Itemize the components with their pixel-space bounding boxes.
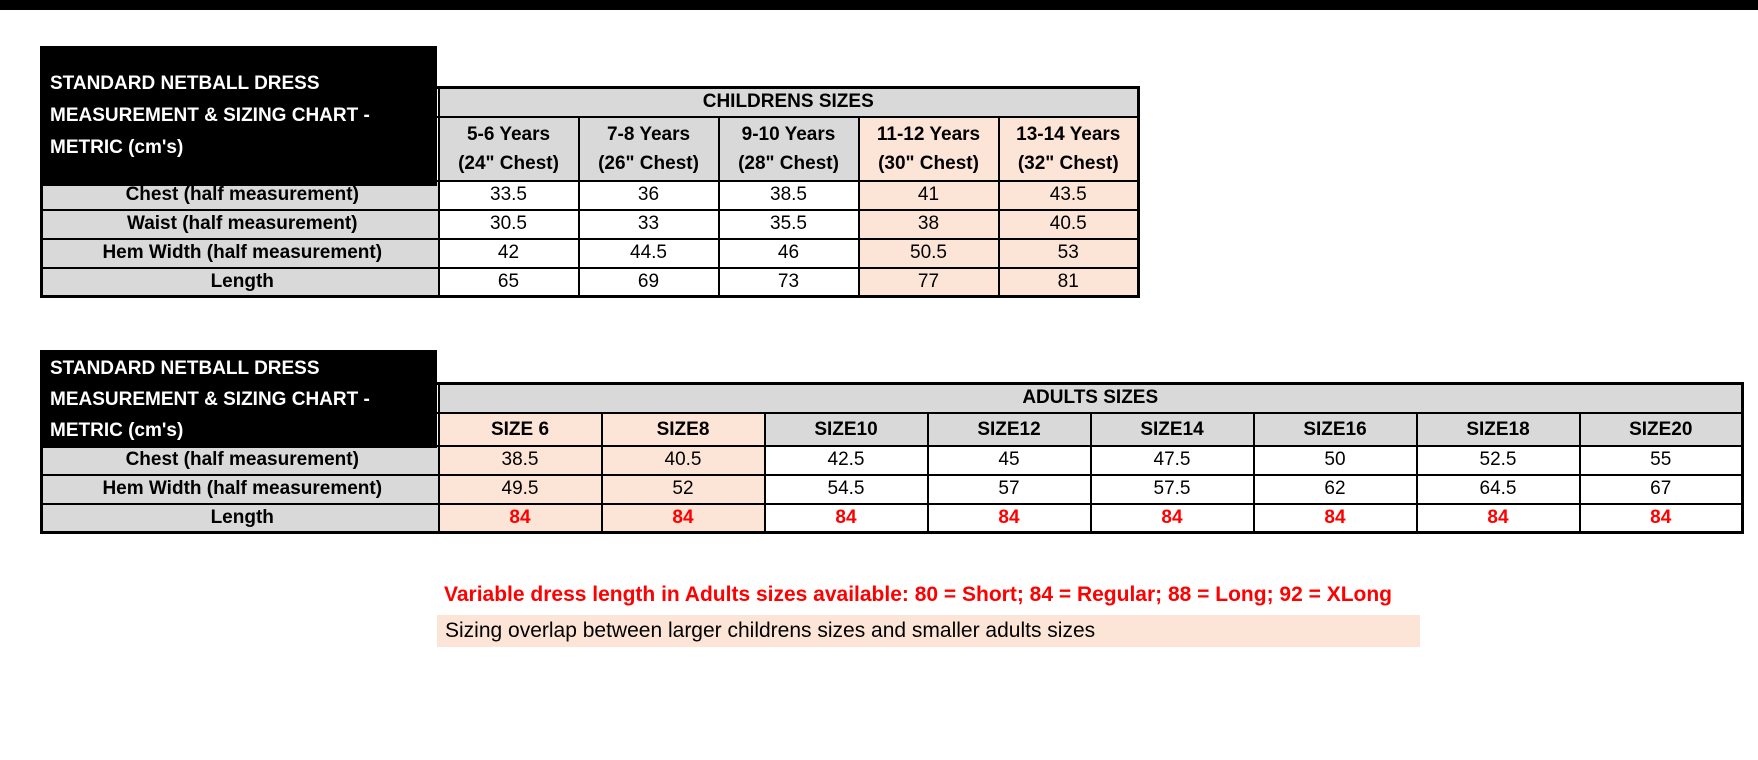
value-cell: 45 <box>926 444 1092 476</box>
value-cell: 33 <box>577 208 720 240</box>
children-row-label-length: Length <box>40 266 440 298</box>
adults-col-header-size8: SIZE8 <box>600 411 766 447</box>
adults-col-header-size6: SIZE 6 <box>437 411 603 447</box>
col-header-line: (24" Chest) <box>458 152 559 174</box>
value-cell: 38 <box>857 208 1000 240</box>
adults-group-header: ADULTS SIZES <box>437 382 1744 414</box>
value-cell: 57.5 <box>1089 473 1255 505</box>
adults-col-header-size14: SIZE14 <box>1089 411 1255 447</box>
value-cell: 81 <box>997 266 1140 298</box>
adults-title-line-2: MEASUREMENT & SIZING CHART - <box>50 388 370 410</box>
col-header-line: 9-10 Years <box>741 123 836 145</box>
children-title-line-2: MEASUREMENT & SIZING CHART - <box>50 105 370 126</box>
value-cell: 62 <box>1252 473 1418 505</box>
table-row: Length 84 84 84 84 84 84 84 84 <box>40 502 1744 534</box>
adults-sizes-table: ADULTS SIZES SIZE 6 SIZE8 SIZE10 SIZE12 … <box>40 382 1744 534</box>
adults-col-header-size18: SIZE18 <box>1415 411 1581 447</box>
col-header-line: (32" Chest) <box>1017 152 1119 174</box>
value-cell: 65 <box>437 266 580 298</box>
col-header-line: (26" Chest) <box>598 152 699 174</box>
value-cell: 35.5 <box>717 208 860 240</box>
value-cell: 84 <box>1252 502 1418 534</box>
value-cell: 84 <box>1578 502 1744 534</box>
value-cell: 54.5 <box>763 473 929 505</box>
children-row-label-waist: Waist (half measurement) <box>40 208 440 240</box>
value-cell: 67 <box>1578 473 1744 505</box>
value-cell: 84 <box>600 502 766 534</box>
adults-title-line-1: STANDARD NETBALL DRESS <box>50 357 320 379</box>
value-cell: 41 <box>857 179 1000 211</box>
value-cell: 52 <box>600 473 766 505</box>
col-header-line: (30" Chest) <box>878 152 979 174</box>
value-cell: 44.5 <box>577 237 720 269</box>
table-row: Hem Width (half measurement) 42 44.5 46 … <box>40 237 1140 269</box>
value-cell: 57 <box>926 473 1092 505</box>
adults-title-line-3: METRIC (cm's) <box>50 419 184 441</box>
value-cell: 33.5 <box>437 179 580 211</box>
children-col-header-13-14: 13-14 Years (32" Chest) <box>997 115 1140 182</box>
value-cell: 36 <box>577 179 720 211</box>
children-col-header-7-8: 7-8 Years (26" Chest) <box>577 115 720 182</box>
value-cell: 64.5 <box>1415 473 1581 505</box>
value-cell: 43.5 <box>997 179 1140 211</box>
value-cell: 42.5 <box>763 444 929 476</box>
adults-col-header-size20: SIZE20 <box>1578 411 1744 447</box>
children-title-line-1: STANDARD NETBALL DRESS <box>50 73 320 94</box>
value-cell: 46 <box>717 237 860 269</box>
value-cell: 40.5 <box>600 444 766 476</box>
value-cell: 53 <box>997 237 1140 269</box>
value-cell: 38.5 <box>717 179 860 211</box>
value-cell: 42 <box>437 237 580 269</box>
children-col-header-9-10: 9-10 Years (28" Chest) <box>717 115 860 182</box>
value-cell: 49.5 <box>437 473 603 505</box>
adults-table-title-block: STANDARD NETBALL DRESS MEASUREMENT & SIZ… <box>40 350 437 448</box>
adults-row-label-length: Length <box>40 502 440 534</box>
col-header-line: (28" Chest) <box>738 152 839 174</box>
adults-row-label-chest: Chest (half measurement) <box>40 444 440 476</box>
value-cell: 50.5 <box>857 237 1000 269</box>
value-cell: 73 <box>717 266 860 298</box>
children-row-label-hem-width: Hem Width (half measurement) <box>40 237 440 269</box>
value-cell: 69 <box>577 266 720 298</box>
col-header-line: 5-6 Years <box>466 123 551 145</box>
value-cell: 55 <box>1578 444 1744 476</box>
value-cell: 50 <box>1252 444 1418 476</box>
value-cell: 84 <box>1089 502 1255 534</box>
top-border-bar <box>0 0 1758 10</box>
adults-row-label-hem-width: Hem Width (half measurement) <box>40 473 440 505</box>
value-cell: 84 <box>437 502 603 534</box>
adults-col-header-size16: SIZE16 <box>1252 411 1418 447</box>
value-cell: 52.5 <box>1415 444 1581 476</box>
table-row: Length 65 69 73 77 81 <box>40 266 1140 298</box>
children-col-header-5-6: 5-6 Years (24" Chest) <box>437 115 580 182</box>
value-cell: 38.5 <box>437 444 603 476</box>
value-cell: 77 <box>857 266 1000 298</box>
children-group-header: CHILDRENS SIZES <box>437 86 1140 118</box>
col-header-line: 13-14 Years <box>1016 123 1121 145</box>
adults-col-header-size10: SIZE10 <box>763 411 929 447</box>
value-cell: 40.5 <box>997 208 1140 240</box>
children-col-header-11-12: 11-12 Years (30" Chest) <box>857 115 1000 182</box>
children-table-title-block: STANDARD NETBALL DRESS MEASUREMENT & SIZ… <box>40 46 437 186</box>
value-cell: 47.5 <box>1089 444 1255 476</box>
adults-col-header-size12: SIZE12 <box>926 411 1092 447</box>
value-cell: 84 <box>763 502 929 534</box>
value-cell: 84 <box>926 502 1092 534</box>
table-row: Waist (half measurement) 30.5 33 35.5 38… <box>40 208 1140 240</box>
col-header-line: 11-12 Years <box>876 123 981 145</box>
children-title-line-3: METRIC (cm's) <box>50 137 184 158</box>
value-cell: 30.5 <box>437 208 580 240</box>
col-header-line: 7-8 Years <box>606 123 691 145</box>
sizing-overlap-note: Sizing overlap between larger childrens … <box>437 615 1420 647</box>
table-row: Chest (half measurement) 38.5 40.5 42.5 … <box>40 444 1744 476</box>
value-cell: 84 <box>1415 502 1581 534</box>
table-row: Hem Width (half measurement) 49.5 52 54.… <box>40 473 1744 505</box>
variable-length-note: Variable dress length in Adults sizes av… <box>444 583 1393 606</box>
